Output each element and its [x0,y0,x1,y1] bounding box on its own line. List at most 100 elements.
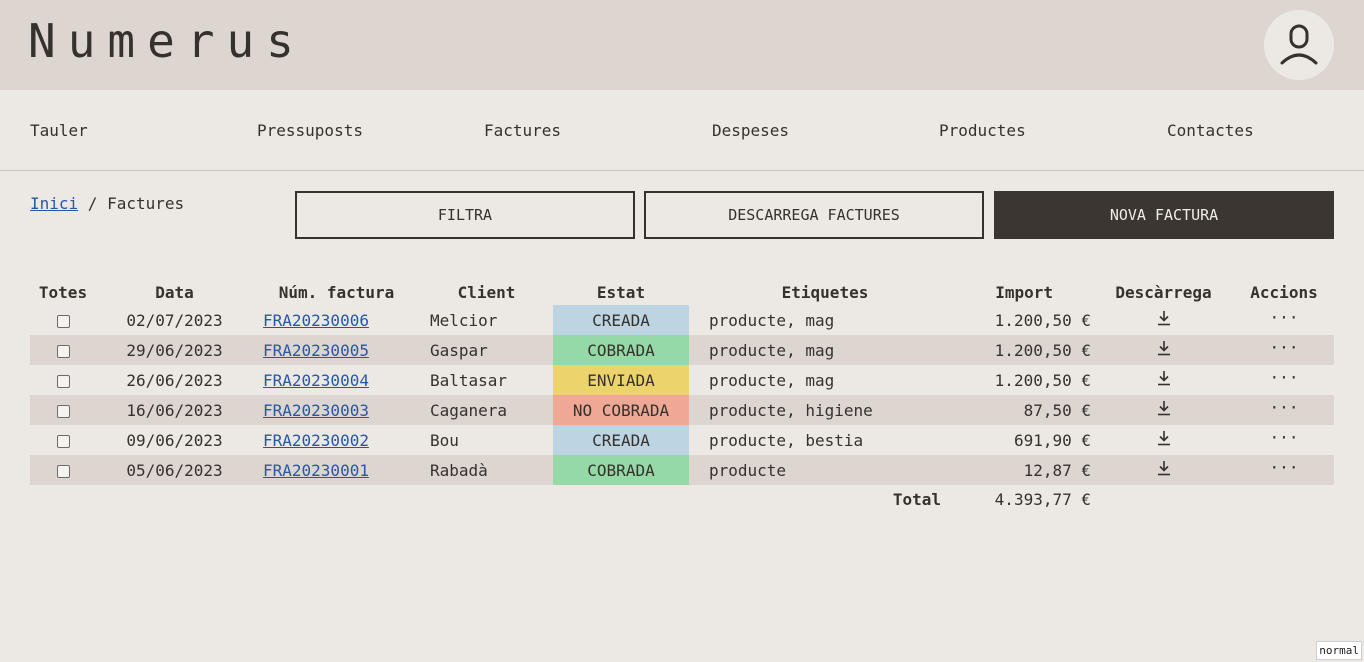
table-row: 05/06/2023 FRA20230001 Rabadà COBRADA produc… [30,455,1334,485]
invoice-number-cell: FRA20230002 [253,425,420,455]
more-horizontal-icon[interactable]: ··· [1269,337,1299,357]
download-icon[interactable] [1157,340,1171,360]
header-tags: Etiquetes [781,283,869,302]
status-badge: CREADA [553,305,689,335]
invoices-table: Totes Data Núm. factura Client Estat Eti… [30,280,1334,513]
invoice-number-link[interactable]: FRA20230005 [263,340,369,360]
invoice-client: Baltasar [430,370,508,390]
invoice-number-link[interactable]: FRA20230004 [263,370,369,390]
invoice-date: 29/06/2023 [96,335,253,365]
invoice-client: Caganera [420,395,553,425]
row-select-cell [30,425,96,455]
download-icon[interactable] [1157,370,1171,390]
invoice-tags: producte, higiene [689,395,961,425]
download-cell [1093,335,1234,365]
invoice-number-link[interactable]: FRA20230002 [263,430,369,450]
download-icon[interactable] [1157,430,1171,450]
row-select-cell [30,335,96,365]
nav-item-tauler[interactable]: Tauler [30,121,88,140]
invoice-date: 02/07/2023 [126,310,223,330]
status-badge: ENVIADA [553,365,689,395]
row-select-cell [30,395,96,425]
invoice-tags: producte, mag [689,335,961,365]
nav-item-pressuposts[interactable]: Pressuposts [257,121,363,140]
invoice-date: 05/06/2023 [96,455,253,485]
invoice-date: 16/06/2023 [96,395,253,425]
download-icon[interactable] [1157,310,1171,330]
invoice-tags: producte, mag [709,370,835,390]
download-cell [1093,365,1234,395]
main-nav: Tauler Pressuposts Factures Despeses Pro… [0,90,1364,171]
invoice-date: 09/06/2023 [126,430,223,450]
actions-cell: ··· [1234,305,1334,335]
invoice-client: Bou [430,430,459,450]
download-cell [1093,305,1234,335]
download-icon[interactable] [1157,400,1171,420]
header-actions: Accions [1250,283,1318,302]
status-badge: NO COBRADA [553,395,689,425]
invoice-number-link[interactable]: FRA20230003 [263,400,369,420]
invoice-date: 26/06/2023 [126,370,223,390]
nav-item-factures[interactable]: Factures [484,121,562,140]
more-horizontal-icon[interactable]: ··· [1269,307,1299,327]
download-cell [1093,395,1234,425]
status-badge: CREADA [553,425,689,455]
row-select-cell [30,305,96,335]
user-menu-button[interactable] [1264,10,1334,80]
app-logo[interactable]: Numerus [28,14,306,68]
download-cell [1093,425,1234,455]
invoice-number-link[interactable]: FRA20230001 [263,460,369,480]
header-date: Data [155,283,194,302]
total-label: Total [892,489,941,509]
more-horizontal-icon[interactable]: ··· [1269,397,1299,417]
more-horizontal-icon[interactable]: ··· [1269,427,1299,447]
invoice-amount: 12,87 € [961,455,1093,485]
more-horizontal-icon[interactable]: ··· [1269,457,1299,477]
breadcrumb-home-link[interactable]: Inici [30,194,79,213]
invoice-number-cell: FRA20230006 [253,305,420,335]
breadcrumb: Inici / Factures [30,194,184,213]
app-header: Numerus [0,0,1364,90]
invoice-amount: 1.200,50 € [961,335,1093,365]
row-checkbox[interactable] [56,314,70,328]
header-amount: Import [995,283,1053,302]
status-badge: COBRADA [553,335,689,365]
header-select-all[interactable]: Totes [38,283,88,302]
row-checkbox[interactable] [56,404,70,418]
row-checkbox[interactable] [56,374,70,388]
invoice-client: Gaspar [420,335,553,365]
nav-item-contactes[interactable]: Contactes [1167,121,1254,140]
table-row: 29/06/2023 FRA20230005 Gaspar COBRADA produc… [30,335,1334,365]
invoice-tags: producte [689,455,961,485]
download-icon[interactable] [1157,460,1171,480]
new-invoice-button[interactable]: NOVA FACTURA [994,191,1334,239]
table-row: 16/06/2023 FRA20230003 Caganera NO COBRADA p… [30,395,1334,425]
row-select-cell [30,365,96,395]
invoice-number-link[interactable]: FRA20230006 [263,310,369,330]
invoice-client: Rabadà [420,455,553,485]
filter-button[interactable]: FILTRA [295,191,635,239]
total-row: Total 4.393,77 € [30,485,1334,513]
total-amount: 4.393,77 € [994,489,1091,509]
nav-item-despeses[interactable]: Despeses [712,121,790,140]
actions-cell: ··· [1234,365,1334,395]
actions-cell: ··· [1234,425,1334,455]
status-badge: COBRADA [553,455,689,485]
header-number: Núm. factura [278,283,395,302]
row-select-cell [30,455,96,485]
row-checkbox[interactable] [56,464,70,478]
invoice-number-cell: FRA20230001 [253,455,420,485]
table-row: 02/07/2023 FRA20230006 Melcior CREADA produc… [30,305,1334,335]
row-checkbox[interactable] [56,434,70,448]
table-row: 26/06/2023 FRA20230004 Baltasar ENVIADA prod… [30,365,1334,395]
invoice-amount: 1.200,50 € [994,310,1091,330]
invoice-tags: producte, mag [709,310,835,330]
invoice-client: Melcior [430,310,498,330]
download-invoices-button[interactable]: DESCARREGA FACTURES [644,191,984,239]
invoice-number-cell: FRA20230004 [253,365,420,395]
nav-item-productes[interactable]: Productes [939,121,1026,140]
row-checkbox[interactable] [56,344,70,358]
more-horizontal-icon[interactable]: ··· [1269,367,1299,387]
breadcrumb-separator: / [78,194,108,213]
download-cell [1093,455,1234,485]
